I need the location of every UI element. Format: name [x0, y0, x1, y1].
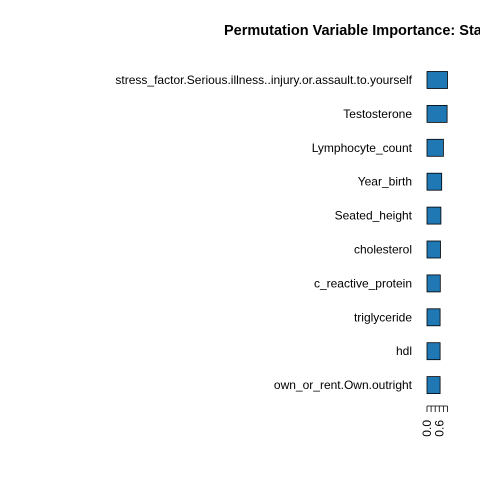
chart-title: Permutation Variable Importance: Sta: [224, 23, 480, 39]
category-label: hdl: [396, 344, 412, 358]
category-label: own_or_rent.Own.outright: [274, 378, 413, 392]
category-label: Lymphocyte_count: [312, 141, 413, 155]
bar-2: [426, 105, 448, 123]
bar-3: [426, 138, 444, 157]
category-label: Year_birth: [358, 175, 412, 189]
category-label: cholesterol: [354, 243, 412, 257]
x-tick-label: 0.0: [420, 420, 434, 437]
bar-4: [426, 172, 443, 191]
bars-group: [426, 71, 448, 395]
category-label: c_reactive_protein: [314, 276, 412, 290]
category-label: triglyceride: [354, 310, 412, 324]
bar-7: [426, 274, 441, 293]
bar-6: [426, 240, 441, 259]
bar-1: [426, 71, 448, 89]
category-label: Testosterone: [343, 107, 412, 121]
category-labels-group: stress_factor.Serious.illness..injury.or…: [115, 73, 412, 392]
bar-5: [426, 206, 442, 225]
category-label: Seated_height: [335, 209, 413, 223]
x-tick-label: 0.6: [432, 420, 446, 437]
category-label: stress_factor.Serious.illness..injury.or…: [115, 73, 412, 87]
bar-9: [426, 342, 441, 361]
bar-10: [426, 376, 441, 395]
x-axis: 0.00.6: [420, 405, 448, 437]
bar-8: [426, 308, 441, 327]
